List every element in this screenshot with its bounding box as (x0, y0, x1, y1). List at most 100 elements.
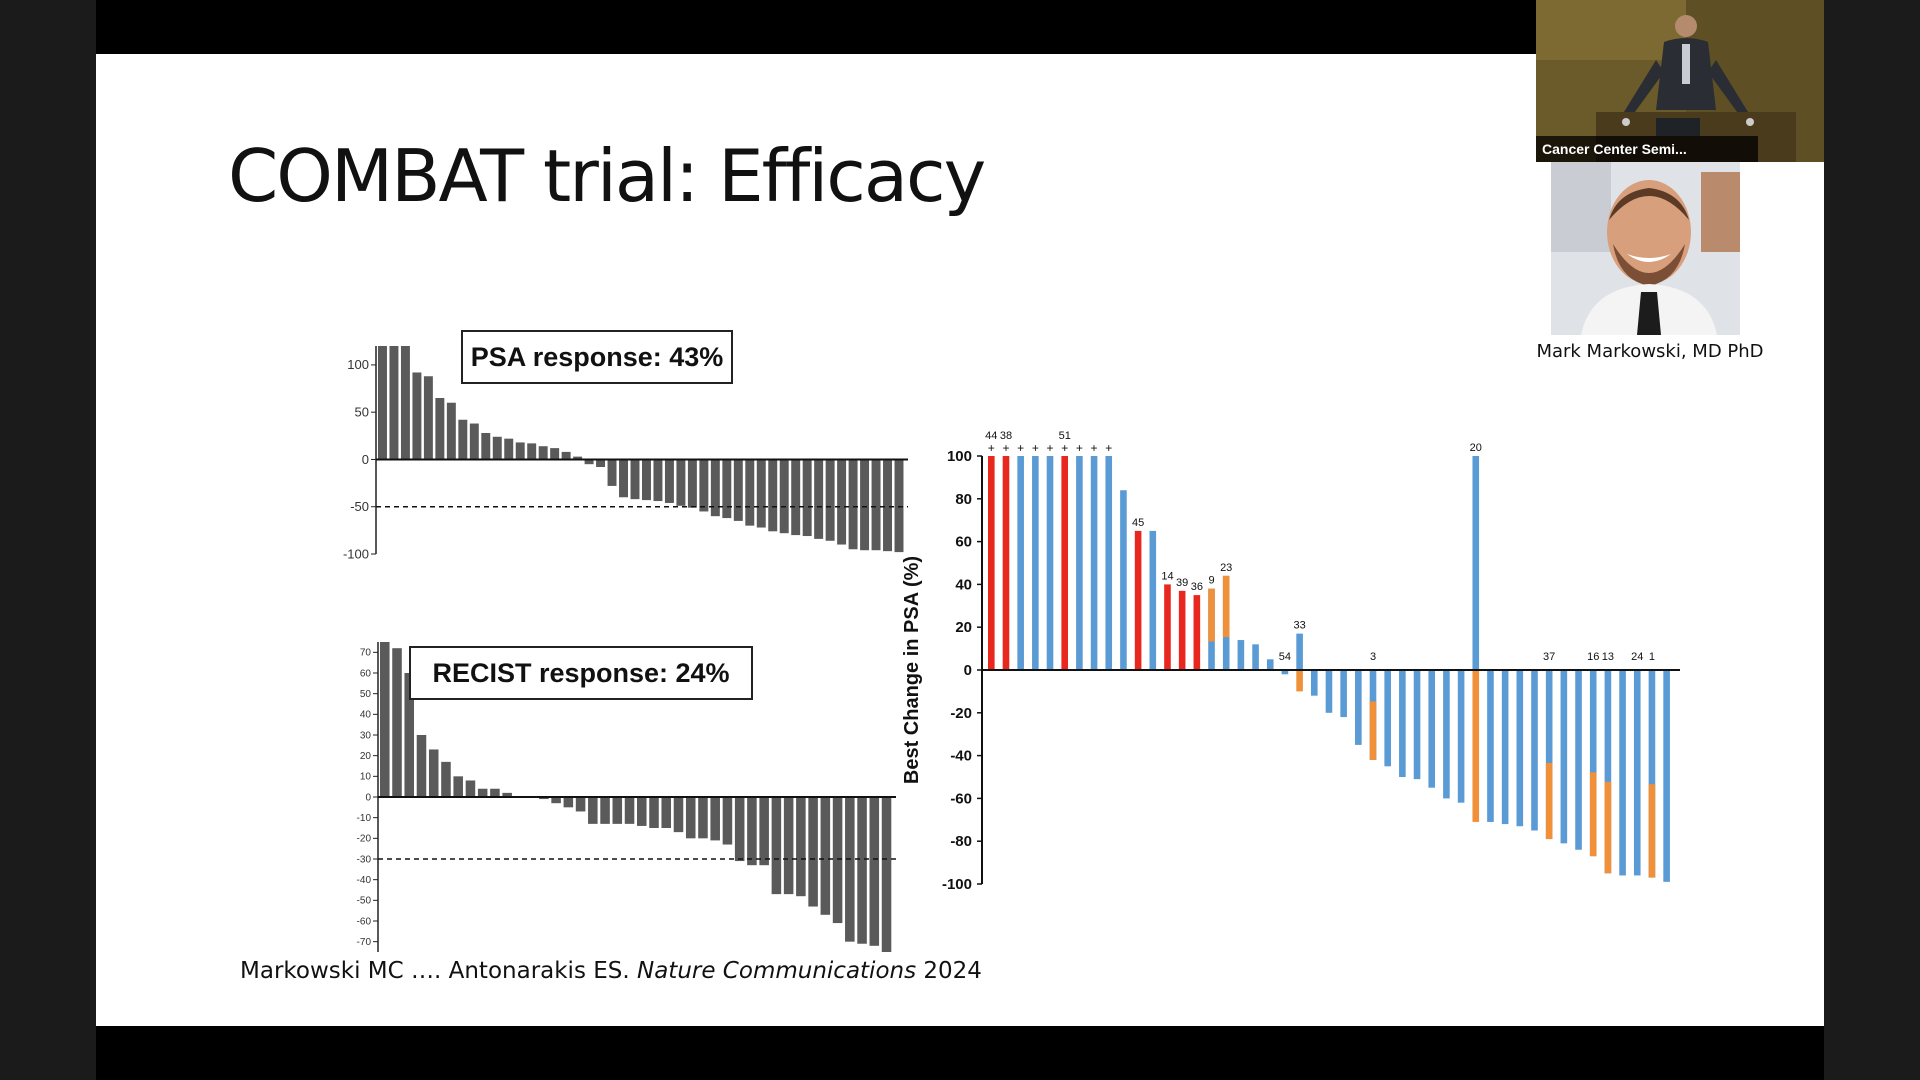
bar (1310, 670, 1318, 696)
bar (1457, 670, 1465, 803)
bar-label: 45 (1132, 517, 1144, 529)
y-tick-label: 20 (360, 751, 372, 762)
bar (1193, 595, 1201, 670)
y-tick-label: -80 (950, 833, 972, 850)
bar (515, 442, 525, 460)
bar (492, 436, 502, 460)
bar-label: 9 (1208, 575, 1214, 587)
bar (857, 797, 867, 944)
plus-marker: + (1076, 441, 1083, 455)
orange-segment (1222, 575, 1230, 638)
y-tick-label: -100 (942, 876, 972, 893)
y-tick-label: 60 (955, 534, 972, 551)
bar (619, 459, 628, 498)
orange-segment (1648, 784, 1656, 878)
bar (653, 459, 663, 502)
y-tick-label: -10 (357, 813, 372, 824)
bar (649, 797, 659, 828)
bar (481, 432, 491, 460)
slide-title: COMBAT trial: Efficacy (228, 134, 986, 218)
bar (848, 459, 858, 550)
bar (378, 346, 387, 460)
bar (808, 797, 818, 907)
bar (538, 446, 548, 460)
bar (1487, 670, 1494, 822)
bar (1589, 670, 1597, 857)
bar (1046, 456, 1054, 670)
participant-video-tile[interactable] (1536, 0, 1824, 162)
bar (759, 797, 769, 866)
speaker-name-caption: Mark Markowski, MD PhD (1536, 341, 1764, 362)
psa-response-label: PSA response: 43% (470, 341, 724, 372)
bar (661, 797, 672, 828)
bar (1619, 670, 1626, 876)
y-tick-label: -100 (343, 546, 369, 561)
y-tick-label: 70 (360, 648, 372, 659)
y-tick-label: 20 (955, 619, 972, 636)
participant-name-label: Cancer Center Semi... (1536, 136, 1758, 162)
bar (465, 780, 476, 797)
psa-response-box: PSA response: 43% (461, 330, 733, 384)
bar (441, 761, 451, 797)
bar (734, 797, 745, 862)
y-tick-label: -70 (357, 937, 372, 948)
orange-segment (1472, 670, 1480, 822)
y-tick-label: -40 (950, 748, 972, 765)
bar (435, 398, 445, 460)
plus-marker: + (1047, 441, 1054, 455)
y-axis-label: Best Change in PSA (%) (901, 556, 923, 784)
orange-segment (1589, 772, 1597, 857)
psa-best-change-chart: 100 80 60 40 20 0 -20 -40 -60 -80 -100 Best Change … (901, 430, 1680, 893)
bar (477, 788, 488, 797)
orange-segment (1369, 701, 1377, 760)
bar (820, 797, 831, 915)
bar (389, 346, 399, 460)
bar (710, 459, 720, 517)
bar (1266, 659, 1274, 670)
bar (527, 443, 537, 460)
plus-marker: + (988, 441, 995, 455)
y-tick-label: -20 (950, 705, 972, 722)
bar (1105, 456, 1113, 670)
bar (894, 459, 904, 553)
bar (710, 797, 720, 841)
bar (1340, 670, 1347, 718)
plus-marker: + (1002, 441, 1009, 455)
bar (722, 459, 732, 519)
y-tick-label: 0 (362, 452, 369, 467)
y-tick-label: 50 (360, 689, 372, 700)
bar (1443, 670, 1450, 799)
bar (637, 797, 647, 826)
bar (871, 459, 881, 551)
citation: Markowski MC …. Antonarakis ES. Nature C… (240, 958, 982, 984)
y-tick-label: 40 (360, 710, 372, 721)
bar (1516, 670, 1524, 827)
bar (380, 642, 390, 797)
bar (733, 459, 743, 521)
y-tick-label: -60 (357, 916, 372, 927)
bar (1531, 670, 1538, 831)
recist-response-label: RECIST response: 24% (432, 657, 730, 688)
bar (1413, 670, 1421, 780)
bar (573, 456, 583, 460)
recist-response-box: RECIST response: 24% (409, 646, 753, 700)
bar (860, 459, 870, 551)
bar (1237, 640, 1245, 670)
bar (1120, 490, 1127, 670)
bar (423, 376, 433, 460)
bar (1575, 670, 1582, 850)
bar (588, 797, 598, 824)
bar (551, 797, 561, 804)
plus-marker: + (1017, 441, 1024, 455)
bar (1560, 670, 1568, 844)
bar (428, 749, 439, 797)
bar-label: 16 (1587, 651, 1599, 663)
bar (612, 797, 623, 824)
bar (791, 459, 801, 536)
bar (630, 459, 640, 500)
bar (768, 459, 778, 532)
letterbox-bottom (96, 1026, 1824, 1080)
y-tick-label: 100 (947, 448, 972, 465)
bar (1399, 670, 1406, 777)
bar (1296, 633, 1303, 670)
